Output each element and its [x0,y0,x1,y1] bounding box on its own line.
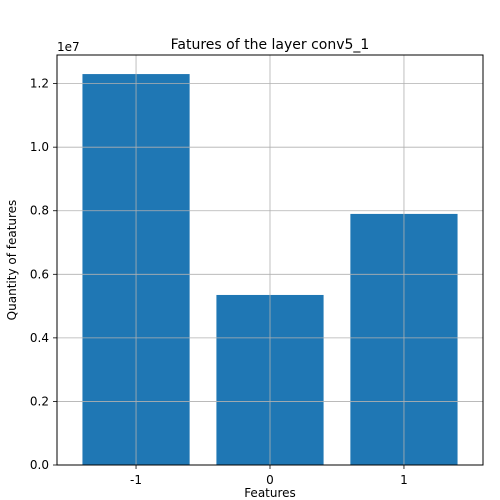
y-tick-label: 0.0 [30,458,49,472]
y-tick-label: 1.0 [30,140,49,154]
y-tick-label: 0.6 [30,267,49,281]
x-axis-label: Features [244,486,296,500]
y-tick-label: 0.2 [30,394,49,408]
y-multiplier-label: 1e7 [57,40,80,54]
y-ticks: 0.0 0.2 0.4 0.6 0.8 1.0 1.2 [30,77,57,472]
grid [57,55,483,466]
y-axis-label: Quantity of features [5,200,19,321]
x-tick-label: 1 [400,473,408,487]
x-tick-label: 0 [266,473,274,487]
y-tick-label: 0.8 [30,204,49,218]
chart-title: Fatures of the layer conv5_1 [171,37,370,53]
y-tick-label: 1.2 [30,77,49,91]
x-tick-label: -1 [130,473,142,487]
y-tick-label: 0.4 [30,331,49,345]
x-ticks: -1 0 1 [130,465,408,487]
